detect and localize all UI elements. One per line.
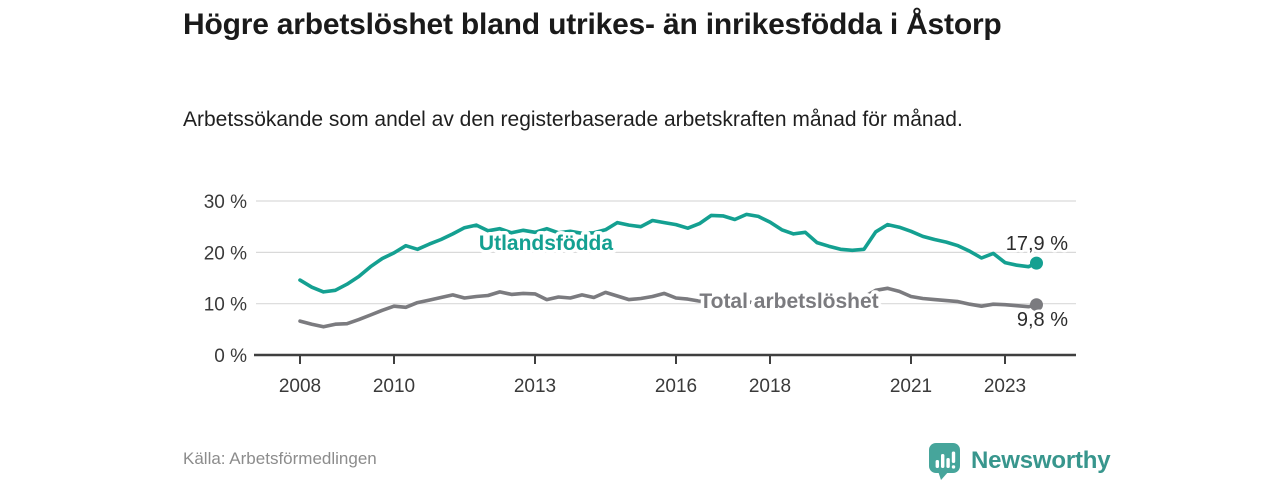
labels-group: Utlandsfödda 17,9 % Total arbetslöshet 9,8 …	[475, 229, 1070, 334]
y-tick-label: 30 %	[204, 192, 247, 213]
brand-name: Newsworthy	[971, 447, 1111, 474]
y-tick-label: 20 %	[204, 243, 247, 264]
chart-subtitle: Arbetssökande som andel av den registerb…	[183, 108, 963, 131]
brand-lockup: Newsworthy	[928, 442, 1111, 480]
gridlines-group	[256, 200, 1076, 305]
x-tick-label: 2008	[279, 376, 321, 397]
series-inline-label: Utlandsfödda	[479, 232, 613, 255]
series-end-value-label: 17,9 %	[1006, 233, 1068, 255]
series-line-utlandsfödda	[298, 212, 1039, 294]
series-end-value-label: 9,8 %	[1017, 309, 1068, 331]
x-tick-label: 2016	[655, 376, 697, 397]
x-tick-label: 2010	[373, 376, 415, 397]
x-tick-label: 2018	[749, 376, 791, 397]
x-tick-label: 2013	[514, 376, 556, 397]
y-tick-label: 0 %	[214, 346, 247, 367]
series-line-total-arbetslöshet	[298, 286, 1039, 329]
page-title: Högre arbetslöshet bland utrikes- än inr…	[183, 8, 1002, 41]
series-end-dot	[1029, 298, 1043, 312]
x-tick-label: 2021	[890, 376, 932, 397]
source-note: Källa: Arbetsförmedlingen	[183, 449, 377, 468]
series-end-dot	[1029, 256, 1043, 270]
x-tick-label: 2023	[984, 376, 1026, 397]
newsworthy-bar-chart-bubble-icon	[929, 443, 960, 480]
y-tick-label: 10 %	[204, 295, 247, 316]
axis-group: 0 % 10 % 20 % 30 % 2008 2010 2013 2016 2018 2021 2…	[204, 192, 1076, 397]
series-inline-label: Total arbetslöshet	[699, 290, 878, 313]
series-group	[298, 212, 1043, 329]
